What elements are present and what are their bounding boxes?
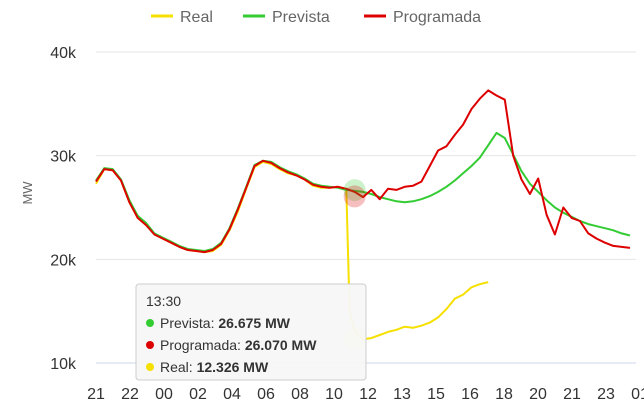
x-axis: 21 22 00 02 04 06 08 10 12 13 15 16 18 20 21 23 01: [87, 386, 644, 403]
y-axis: 10k 20k 30k 40k: [50, 45, 77, 373]
legend-label: Prevista: [272, 9, 330, 26]
x-tick-label: 10: [325, 386, 343, 403]
x-tick-label: 16: [461, 386, 479, 403]
x-tick-label: 08: [291, 386, 309, 403]
y-axis-title: MW: [20, 181, 35, 205]
x-tick-label: 06: [257, 386, 275, 403]
tooltip-dot-prevista: [146, 319, 154, 327]
tooltip-row-value: 12.326 MW: [197, 359, 269, 375]
y-tick-label: 10k: [50, 356, 77, 373]
tooltip-row-value: 26.675 MW: [218, 315, 290, 331]
tooltip-row-label: Real:: [160, 359, 197, 375]
tooltip-time: 13:30: [146, 293, 181, 309]
x-tick-label: 15: [427, 386, 445, 403]
y-tick-label: 40k: [50, 45, 77, 62]
x-tick-label: 12: [359, 386, 377, 403]
x-tick-label: 21: [563, 386, 581, 403]
tooltip-row-real: Real: 12.326 MW: [160, 359, 269, 375]
legend-label: Real: [180, 9, 213, 26]
y-tick-label: 20k: [50, 252, 77, 269]
x-tick-label: 04: [223, 386, 241, 403]
tooltip-box: [135, 283, 367, 381]
legend-item-real[interactable]: Real: [151, 9, 213, 26]
legend-label: Programada: [393, 9, 481, 26]
tooltip-row-label: Programada:: [160, 337, 245, 353]
legend-item-prevista[interactable]: Prevista: [243, 9, 330, 26]
x-tick-label: 00: [155, 386, 173, 403]
x-tick-label: 20: [529, 386, 547, 403]
x-tick-label: 23: [597, 386, 615, 403]
hover-marker-programada: [343, 185, 366, 208]
tooltip-row-programada: Programada: 26.070 MW: [160, 337, 317, 353]
x-tick-label: 22: [121, 386, 139, 403]
tooltip-row-value: 26.070 MW: [245, 337, 317, 353]
series: [95, 89, 631, 341]
y-tick-label: 30k: [50, 149, 77, 166]
x-tick-label: 21: [87, 386, 105, 403]
hover-marker-prevista: [343, 179, 366, 202]
legend-item-programada[interactable]: Programada: [364, 9, 481, 26]
tooltip-dot-real: [146, 363, 154, 371]
tooltip: 13:30 Prevista: 26.675 MW Programada: 26.0…: [135, 283, 367, 381]
tooltip-row-prevista: Prevista: 26.675 MW: [160, 315, 291, 331]
x-tick-label: 18: [495, 386, 513, 403]
legend: Real Prevista Programada: [151, 9, 481, 26]
x-tick-label: 02: [189, 386, 207, 403]
x-tick-label: 01: [631, 386, 644, 403]
x-tick-label: 13: [393, 386, 411, 403]
tooltip-row-label: Prevista:: [160, 315, 218, 331]
tooltip-dot-programada: [146, 341, 154, 349]
series-line-programada: [95, 89, 631, 254]
